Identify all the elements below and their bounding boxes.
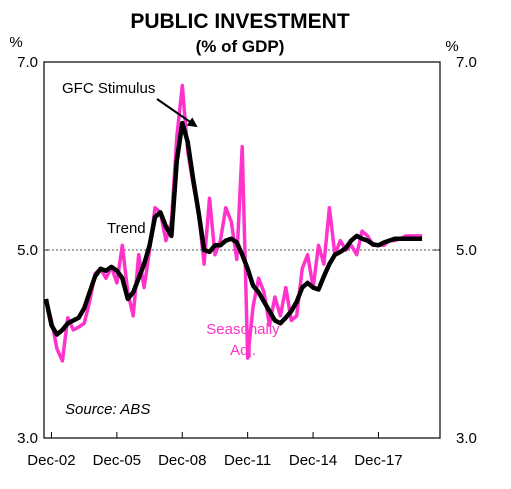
annotation-gfc-arrow [156,98,198,128]
y-unit-right: % [445,38,458,55]
y-tick-label-left: 7.0 [17,54,38,71]
x-tick-label: Dec-14 [289,452,337,469]
annotation-adj: Adj. [230,342,256,359]
plot-frame [43,61,441,439]
series-trend-line [44,120,423,337]
x-tick-label: Dec-02 [27,452,75,469]
x-tick-label: Dec-11 [224,452,271,469]
chart-title: PUBLIC INVESTMENT [130,10,350,33]
annotation-trend: Trend [107,220,146,237]
y-unit-left: % [9,34,22,51]
y-tick-label-right: 5.0 [456,242,477,259]
y-tick-label-right: 7.0 [456,54,477,71]
annotation-gfc-stimulus: GFC Stimulus [62,80,155,97]
x-tick-label: Dec-17 [354,452,402,469]
series-seasonally-adj-line [44,83,423,363]
y-axis-left: 3.0 5.0 7.0 [17,54,50,447]
x-tick-label: Dec-05 [93,452,141,469]
y-tick-label-left: 5.0 [17,242,38,259]
y-tick-label-right: 3.0 [456,430,477,447]
annotation-seasonally: Seasonally [206,321,280,338]
chart-subtitle: (% of GDP) [196,37,285,56]
source-note: Source: ABS [65,401,150,418]
y-tick-label-left: 3.0 [17,430,38,447]
x-axis: Dec-02 Dec-05 Dec-08 Dec-11 Dec-14 Dec-17 [27,432,403,469]
x-tick-label: Dec-08 [158,452,206,469]
